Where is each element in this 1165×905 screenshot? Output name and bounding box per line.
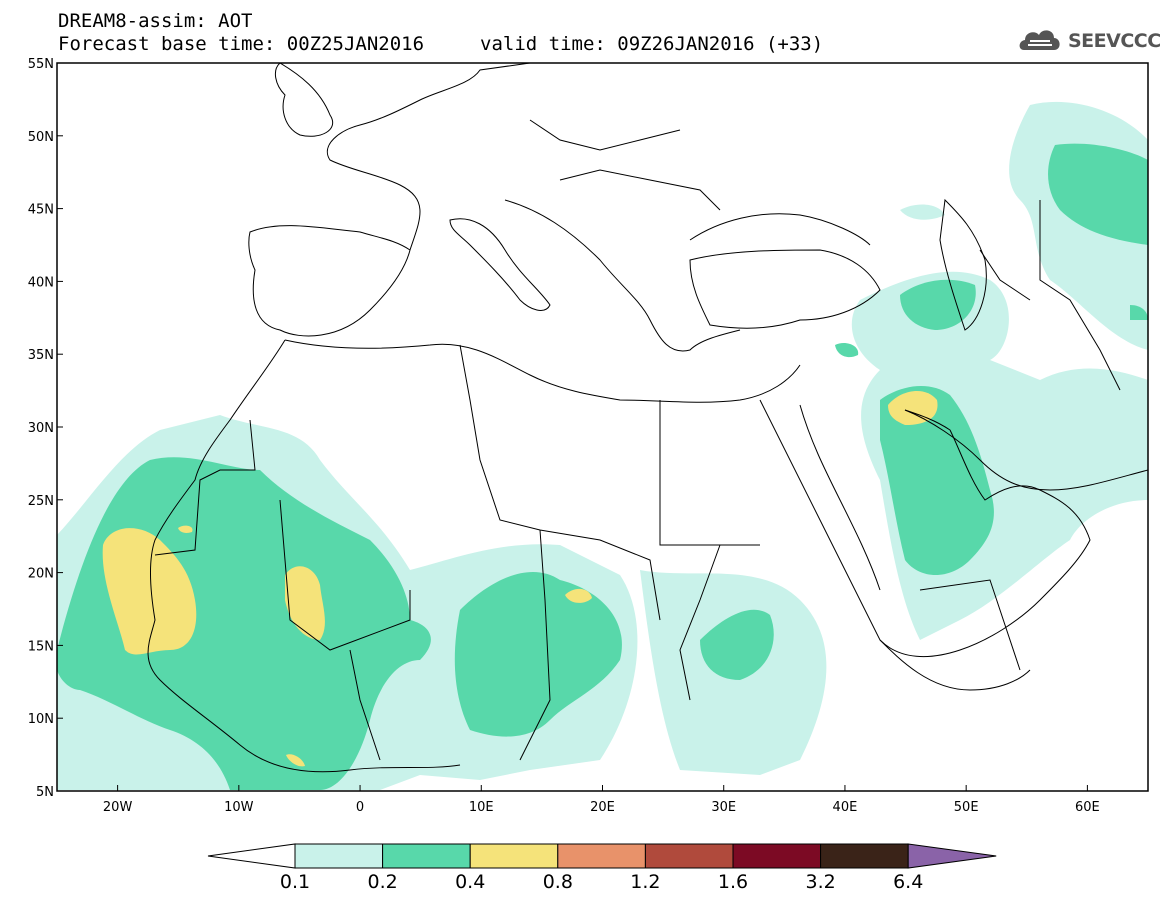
lat-tick-label: 15N <box>28 639 54 654</box>
lat-tick-label: 55N <box>28 57 54 72</box>
lat-tick-label: 45N <box>28 203 54 218</box>
lon-tick-label: 10W <box>224 800 254 815</box>
lon-tick-label: 20W <box>103 800 133 815</box>
colorbar-box <box>469 843 559 869</box>
colorbar-label: 0.8 <box>543 871 573 893</box>
lat-axis: 5N 10N 15N 20N 25N 30N 35N 40N 45N 50N 55N <box>28 57 63 800</box>
colorbar-box <box>732 843 822 869</box>
colorbar-box <box>294 843 384 869</box>
colorbar-label: 0.2 <box>367 871 397 893</box>
lon-tick-label: 60E <box>1075 800 1100 815</box>
lon-tick-label: 30E <box>711 800 736 815</box>
lat-tick-label: 25N <box>28 494 54 509</box>
lon-tick-label: 0 <box>356 800 364 815</box>
lat-tick-label: 5N <box>36 785 54 800</box>
lon-tick-label: 10E <box>469 800 494 815</box>
colorbar-label: 3.2 <box>805 871 835 893</box>
aot-field <box>57 101 1148 790</box>
cloud-icon <box>1019 30 1060 50</box>
colorbar-under-arrow <box>207 843 296 869</box>
logo-text: SEEVCCC <box>1068 30 1161 52</box>
lat-tick-label: 10N <box>28 712 54 727</box>
lon-tick-label: 20E <box>590 800 615 815</box>
colorbar-label: 0.1 <box>280 871 310 893</box>
colorbar-box <box>820 843 909 869</box>
colorbar-box <box>382 843 471 869</box>
aot-level-0.4 <box>102 390 938 767</box>
colorbar-label: 6.4 <box>893 871 923 893</box>
colorbar-labels: 0.1 0.2 0.4 0.8 1.2 1.6 3.2 6.4 <box>280 871 923 893</box>
lat-tick-label: 40N <box>28 275 54 290</box>
colorbar-boxes <box>207 843 997 869</box>
colorbar-label: 1.6 <box>718 871 748 893</box>
lon-axis: 20W 10W 0 10E 20E 30E 40E 50E 60E <box>103 785 1100 815</box>
coastlines <box>147 63 1148 773</box>
colorbar-label: 1.2 <box>630 871 660 893</box>
colorbar-box <box>557 843 646 869</box>
lon-tick-label: 40E <box>833 800 858 815</box>
lat-tick-label: 35N <box>28 348 54 363</box>
lat-tick-label: 20N <box>28 567 54 582</box>
lat-tick-label: 30N <box>28 421 54 436</box>
forecast-base-time: Forecast base time: 00Z25JAN2016 <box>58 33 425 55</box>
chart-title: DREAM8-assim: AOT <box>58 10 253 32</box>
colorbar-box <box>644 843 734 869</box>
colorbar-label: 0.4 <box>455 871 485 893</box>
lon-tick-label: 50E <box>954 800 979 815</box>
lat-tick-label: 50N <box>28 130 54 145</box>
colorbar-over-arrow <box>907 843 997 869</box>
valid-time: valid time: 09Z26JAN2016 (+33) <box>480 33 824 55</box>
